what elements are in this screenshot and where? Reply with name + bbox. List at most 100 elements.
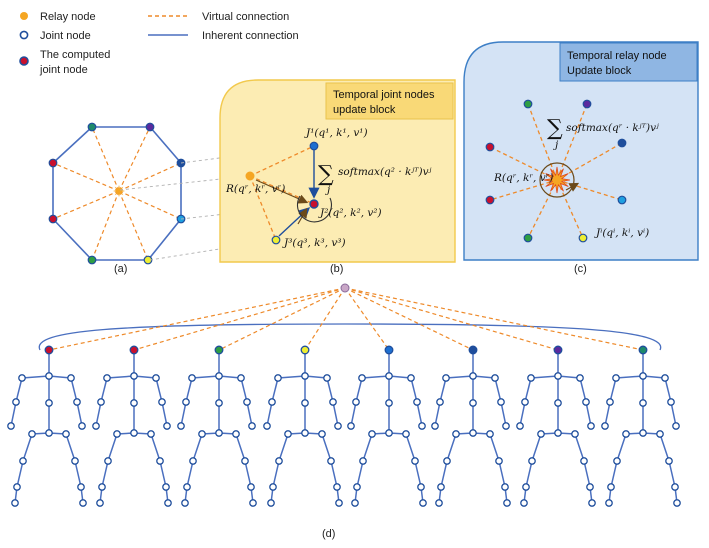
skeleton-head-node [129, 345, 139, 355]
skeleton-bone [244, 460, 252, 488]
skeleton-bone [434, 401, 441, 427]
skeleton-bone [416, 401, 423, 427]
skeleton-joint [469, 399, 477, 407]
panel-c-relay-node [543, 166, 571, 194]
skeleton-joint [130, 429, 138, 437]
legend-relay-marker [20, 12, 28, 20]
skeleton-joint [516, 422, 524, 430]
skeleton-joint [334, 422, 342, 430]
panel-d-virtual-edge [304, 287, 346, 351]
legend-computed-marker [19, 56, 29, 66]
skeleton-bone [356, 460, 364, 488]
skeleton-bone [76, 401, 83, 427]
skeleton [92, 345, 172, 507]
skeleton-joint [318, 430, 326, 438]
skeleton-bone [531, 433, 542, 462]
skeleton-joint [275, 457, 283, 465]
skeleton-bone [668, 460, 676, 488]
panel-b-j2-label: J²(q², k², v²) [318, 207, 382, 219]
skeleton [431, 345, 511, 507]
skeleton-bone [161, 401, 168, 427]
skeleton-bone [489, 433, 500, 462]
skeleton-bone [22, 433, 33, 462]
panel-a-edge [147, 218, 182, 261]
skeleton-bone [604, 401, 611, 427]
skeleton-joint [554, 372, 562, 380]
skeleton-bone [445, 375, 474, 379]
skeleton-joint [147, 430, 155, 438]
skeleton-bone [266, 401, 273, 427]
panel-c-background [463, 41, 699, 261]
skeleton-joint [45, 372, 53, 380]
skeleton-joint [67, 374, 75, 382]
skeleton-joint [130, 372, 138, 380]
skeleton-joint [104, 457, 112, 465]
skeleton-bone [326, 377, 334, 403]
legend: Relay node Joint node The computed joint… [19, 11, 299, 76]
panel-c-ji-label: Jⁱ(qⁱ, kⁱ, vⁱ) [594, 227, 649, 239]
skeleton-bone [405, 433, 416, 462]
skeleton-joint [263, 422, 271, 430]
skeleton-joint [486, 430, 494, 438]
panel-a-virtual-edge [118, 162, 182, 192]
skeleton-bone [670, 401, 677, 427]
panel-b-relay-label: R(qʳ, kʳ, vʳ) [225, 183, 285, 195]
panel-d-virtual-edge [218, 287, 346, 351]
panel-c-softmax: softmax(qʳ · kʲᵀ)vʲ [566, 122, 659, 134]
legend-virtual-label: Virtual connection [202, 11, 289, 23]
skeleton-joint [452, 430, 460, 438]
skeleton-joint [385, 399, 393, 407]
skeleton-bone [583, 460, 591, 488]
legend-computed-label-2: joint node [39, 64, 88, 76]
skeleton-bone [150, 433, 161, 462]
skeleton-bone [414, 460, 422, 488]
panel-a-joint-node [48, 158, 58, 168]
skeleton-joint [164, 499, 172, 507]
skeleton [263, 345, 343, 507]
panel-c-title-box [559, 42, 698, 82]
skeleton-joint [73, 398, 81, 406]
skeleton-joint [113, 430, 121, 438]
skeleton-joint [130, 399, 138, 407]
skeleton-joint [497, 398, 505, 406]
skeleton-joint [162, 483, 170, 491]
legend-computed-label-1: The computed [40, 49, 110, 61]
skeleton-joint [267, 499, 275, 507]
panel-c-joint-node [523, 233, 533, 243]
skeleton-joint [241, 457, 249, 465]
skeleton-bone [574, 433, 585, 462]
panel-b-j2-node [309, 199, 319, 209]
panel-c-joint-node [523, 99, 533, 109]
skeleton-joint [607, 483, 615, 491]
skeleton-bone [100, 377, 108, 403]
panel-b-j3-node [271, 235, 281, 245]
skeleton-joint [587, 422, 595, 430]
skeleton-bone [74, 460, 82, 488]
skeleton-head-node [300, 345, 310, 355]
skeleton-joint [13, 483, 21, 491]
skeleton-joint [96, 499, 104, 507]
skeleton-joint [71, 457, 79, 465]
skeleton-bone [530, 375, 559, 379]
skeleton-joint [665, 457, 673, 465]
panel-d-virtual-edge [344, 287, 474, 351]
panel-c-virtual-edge [489, 146, 558, 181]
legend-joint-label: Joint node [40, 30, 91, 42]
skeleton-joint [249, 499, 257, 507]
skeleton [177, 345, 257, 507]
panel-c: Temporal relay node Update block ∑ j sof… [463, 41, 699, 261]
panel-c-title-2: Update block [567, 65, 632, 77]
skeleton-joint [522, 483, 530, 491]
skeleton-bone [659, 433, 670, 462]
panel-c-joint-node [485, 195, 495, 205]
panel-a-virtual-edge [91, 190, 120, 261]
skeleton-bone [585, 401, 592, 427]
skeleton-bone [180, 401, 187, 427]
skeleton-bone [524, 377, 532, 403]
skeleton-joint [671, 483, 679, 491]
skeleton-joint [418, 422, 426, 430]
panel-d-virtual-edge [344, 287, 390, 351]
panel-a-virtual-edge [52, 190, 120, 220]
skeleton-joint [45, 429, 53, 437]
